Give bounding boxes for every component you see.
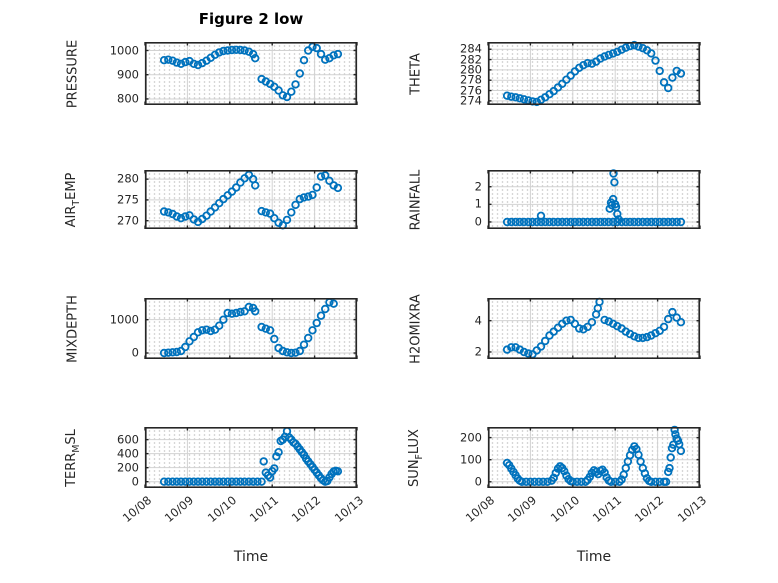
tick-marks: [144, 170, 358, 229]
subplot-pressure: 800 900 1000 PRESSURE: [66, 39, 358, 108]
scatter-points: [502, 425, 686, 486]
scatter-points: [159, 298, 338, 358]
y-tick-label: 200: [460, 430, 482, 445]
tick-marks: [487, 427, 701, 488]
y-tick-label: 278: [460, 72, 482, 87]
scatter-points: [502, 40, 686, 107]
figure-title: Figure 2 low: [198, 10, 304, 28]
y-tick-label: 0: [474, 474, 482, 489]
tick-marks: [144, 42, 358, 105]
subplot-rainfall: 0 1 2 RAINFALL: [409, 169, 701, 230]
y-tick-label: 280: [117, 171, 139, 186]
y-tick-label: 0: [131, 474, 139, 489]
plot-area: [487, 297, 701, 360]
axes-frame: [488, 42, 700, 106]
axes-frame: [488, 170, 700, 230]
y-tick-label: 0: [474, 214, 482, 229]
tick-marks: [487, 298, 701, 359]
tick-marks: [487, 42, 701, 105]
y-tick-label: 400: [117, 446, 139, 461]
plot-area: [487, 425, 701, 489]
scatter-points: [502, 297, 686, 359]
axes-frame: [145, 298, 357, 360]
scatter-points: [502, 169, 686, 227]
scatter-points: [159, 170, 343, 230]
y-tick-label: 275: [117, 192, 139, 207]
y-tick-label: 900: [117, 67, 139, 82]
y-tick-label: 2: [474, 179, 482, 194]
x-axis-label-left: Time: [233, 549, 269, 565]
plot-area: [144, 42, 358, 106]
x-axis-label-right: Time: [576, 549, 612, 565]
grid-lines: [144, 298, 358, 359]
scatter-points: [159, 42, 343, 102]
y-tick-label: 1000: [109, 312, 139, 327]
axes-frame: [488, 427, 700, 489]
plot-area: [144, 298, 358, 360]
y-tick-label: 1000: [109, 43, 139, 58]
grid-lines: [144, 427, 358, 488]
axes-frame: [145, 42, 357, 106]
y-tick-label: 274: [460, 93, 482, 108]
axes-frame: [145, 427, 357, 489]
plot-area: [144, 426, 358, 489]
axes-frame: [488, 298, 700, 360]
y-tick-label: 200: [117, 460, 139, 475]
y-tick-label: 282: [460, 52, 482, 67]
y-tick-label: 280: [460, 62, 482, 77]
subplot-terr-msl: 0 200 400 600 TERRMSL 10/08 10/09 10/10 10/11 10/…: [64, 426, 366, 526]
y-tick-label: 2: [474, 344, 482, 359]
subplot-mixdepth: 0 1000 MIXDEPTH: [66, 295, 358, 362]
tick-marks: [144, 298, 358, 359]
subplot-h2omixra: 2 4 H2OMIXRA: [409, 294, 701, 363]
y-tick-label: 284: [460, 41, 482, 56]
y-tick-label: 4: [474, 313, 482, 328]
subplot-theta: 274 276 278 280 282 284 THETA: [409, 40, 701, 108]
subplot-sun-flux: 0 100 200 SUNFLUX 10/08 10/09 10/10 10/11 10/12 1…: [407, 425, 709, 526]
plot-area: [487, 169, 701, 230]
plot-area: [487, 40, 701, 107]
y-tick-label: 1: [474, 197, 482, 212]
y-tick-label: 600: [117, 432, 139, 447]
y-tick-label: 276: [460, 83, 482, 98]
y-tick-label: 270: [117, 213, 139, 228]
y-tick-label: 100: [460, 452, 482, 467]
plot-area: [144, 170, 358, 230]
y-tick-label: 800: [117, 91, 139, 106]
tick-marks: [487, 170, 701, 229]
subplot-air-temp: 270 275 280 AIRTEMP: [64, 170, 358, 230]
tick-marks: [144, 427, 358, 488]
y-tick-label: 0: [131, 345, 139, 360]
